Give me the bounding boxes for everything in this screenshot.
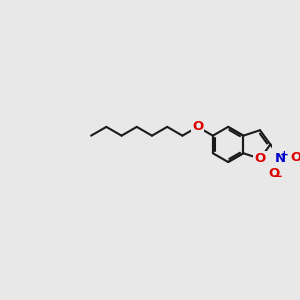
- Text: −: −: [273, 170, 283, 184]
- Text: N: N: [275, 152, 286, 165]
- Text: O: O: [291, 151, 300, 164]
- Text: O: O: [254, 152, 266, 165]
- Text: +: +: [280, 150, 289, 160]
- Text: O: O: [268, 167, 280, 180]
- Text: O: O: [192, 120, 203, 134]
